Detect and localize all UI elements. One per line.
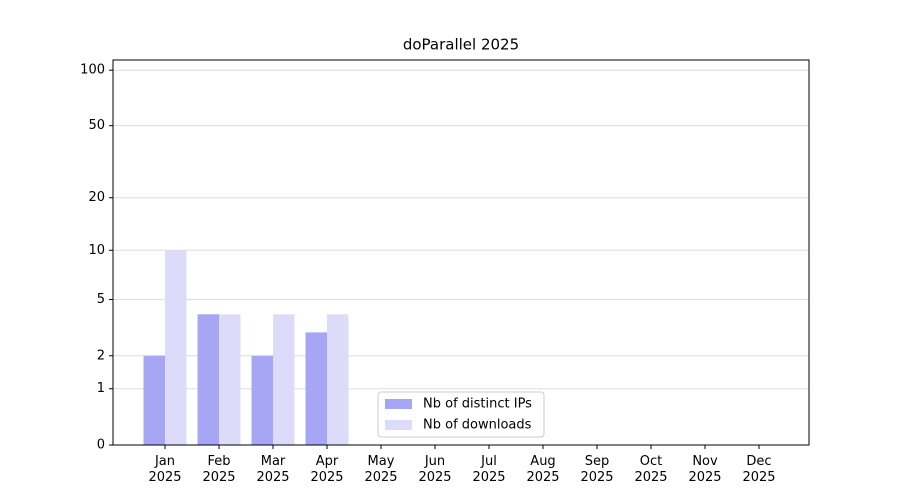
x-tick-label: May 2025 bbox=[364, 454, 397, 485]
y-tick-label: 100 bbox=[80, 63, 105, 78]
plot-frame bbox=[112, 59, 810, 446]
x-tick-label: Apr 2025 bbox=[310, 454, 343, 485]
y-tick-label: 5 bbox=[97, 292, 105, 307]
legend-label: Nb of distinct IPs bbox=[423, 397, 532, 412]
x-tick-label: Aug 2025 bbox=[526, 454, 559, 485]
legend-swatch bbox=[385, 420, 412, 430]
x-tick-label: Sep 2025 bbox=[580, 454, 613, 485]
x-tick-label: Jun 2025 bbox=[418, 454, 451, 485]
x-tick-label: Oct 2025 bbox=[634, 454, 667, 485]
x-tick-label: Nov 2025 bbox=[688, 454, 721, 485]
x-tick-label: Jul 2025 bbox=[472, 454, 505, 485]
x-tick-label: Feb 2025 bbox=[202, 454, 235, 485]
x-tick-label: Mar 2025 bbox=[256, 454, 289, 485]
bar bbox=[327, 314, 349, 445]
legend: Nb of distinct IPs Nb of downloads bbox=[377, 391, 545, 438]
y-tick-label: 10 bbox=[88, 243, 105, 258]
y-tick-label: 0 bbox=[97, 438, 105, 453]
legend-box bbox=[377, 391, 545, 438]
legend-label: Nb of downloads bbox=[423, 418, 532, 433]
x-tick-label: Jan 2025 bbox=[148, 454, 181, 485]
bar bbox=[143, 355, 165, 445]
y-tick-label: 50 bbox=[88, 118, 105, 133]
bar bbox=[165, 250, 187, 445]
chart-title: doParallel 2025 bbox=[403, 36, 519, 54]
y-tick-label: 20 bbox=[88, 190, 105, 205]
bar bbox=[273, 314, 295, 445]
bar bbox=[251, 355, 273, 445]
x-tick-label: Dec 2025 bbox=[742, 454, 775, 485]
bar bbox=[305, 332, 327, 445]
y-tick-label: 1 bbox=[97, 381, 105, 396]
legend-swatch bbox=[385, 399, 412, 409]
y-tick-label: 2 bbox=[97, 348, 105, 363]
bar bbox=[219, 314, 241, 445]
bar bbox=[197, 314, 219, 445]
